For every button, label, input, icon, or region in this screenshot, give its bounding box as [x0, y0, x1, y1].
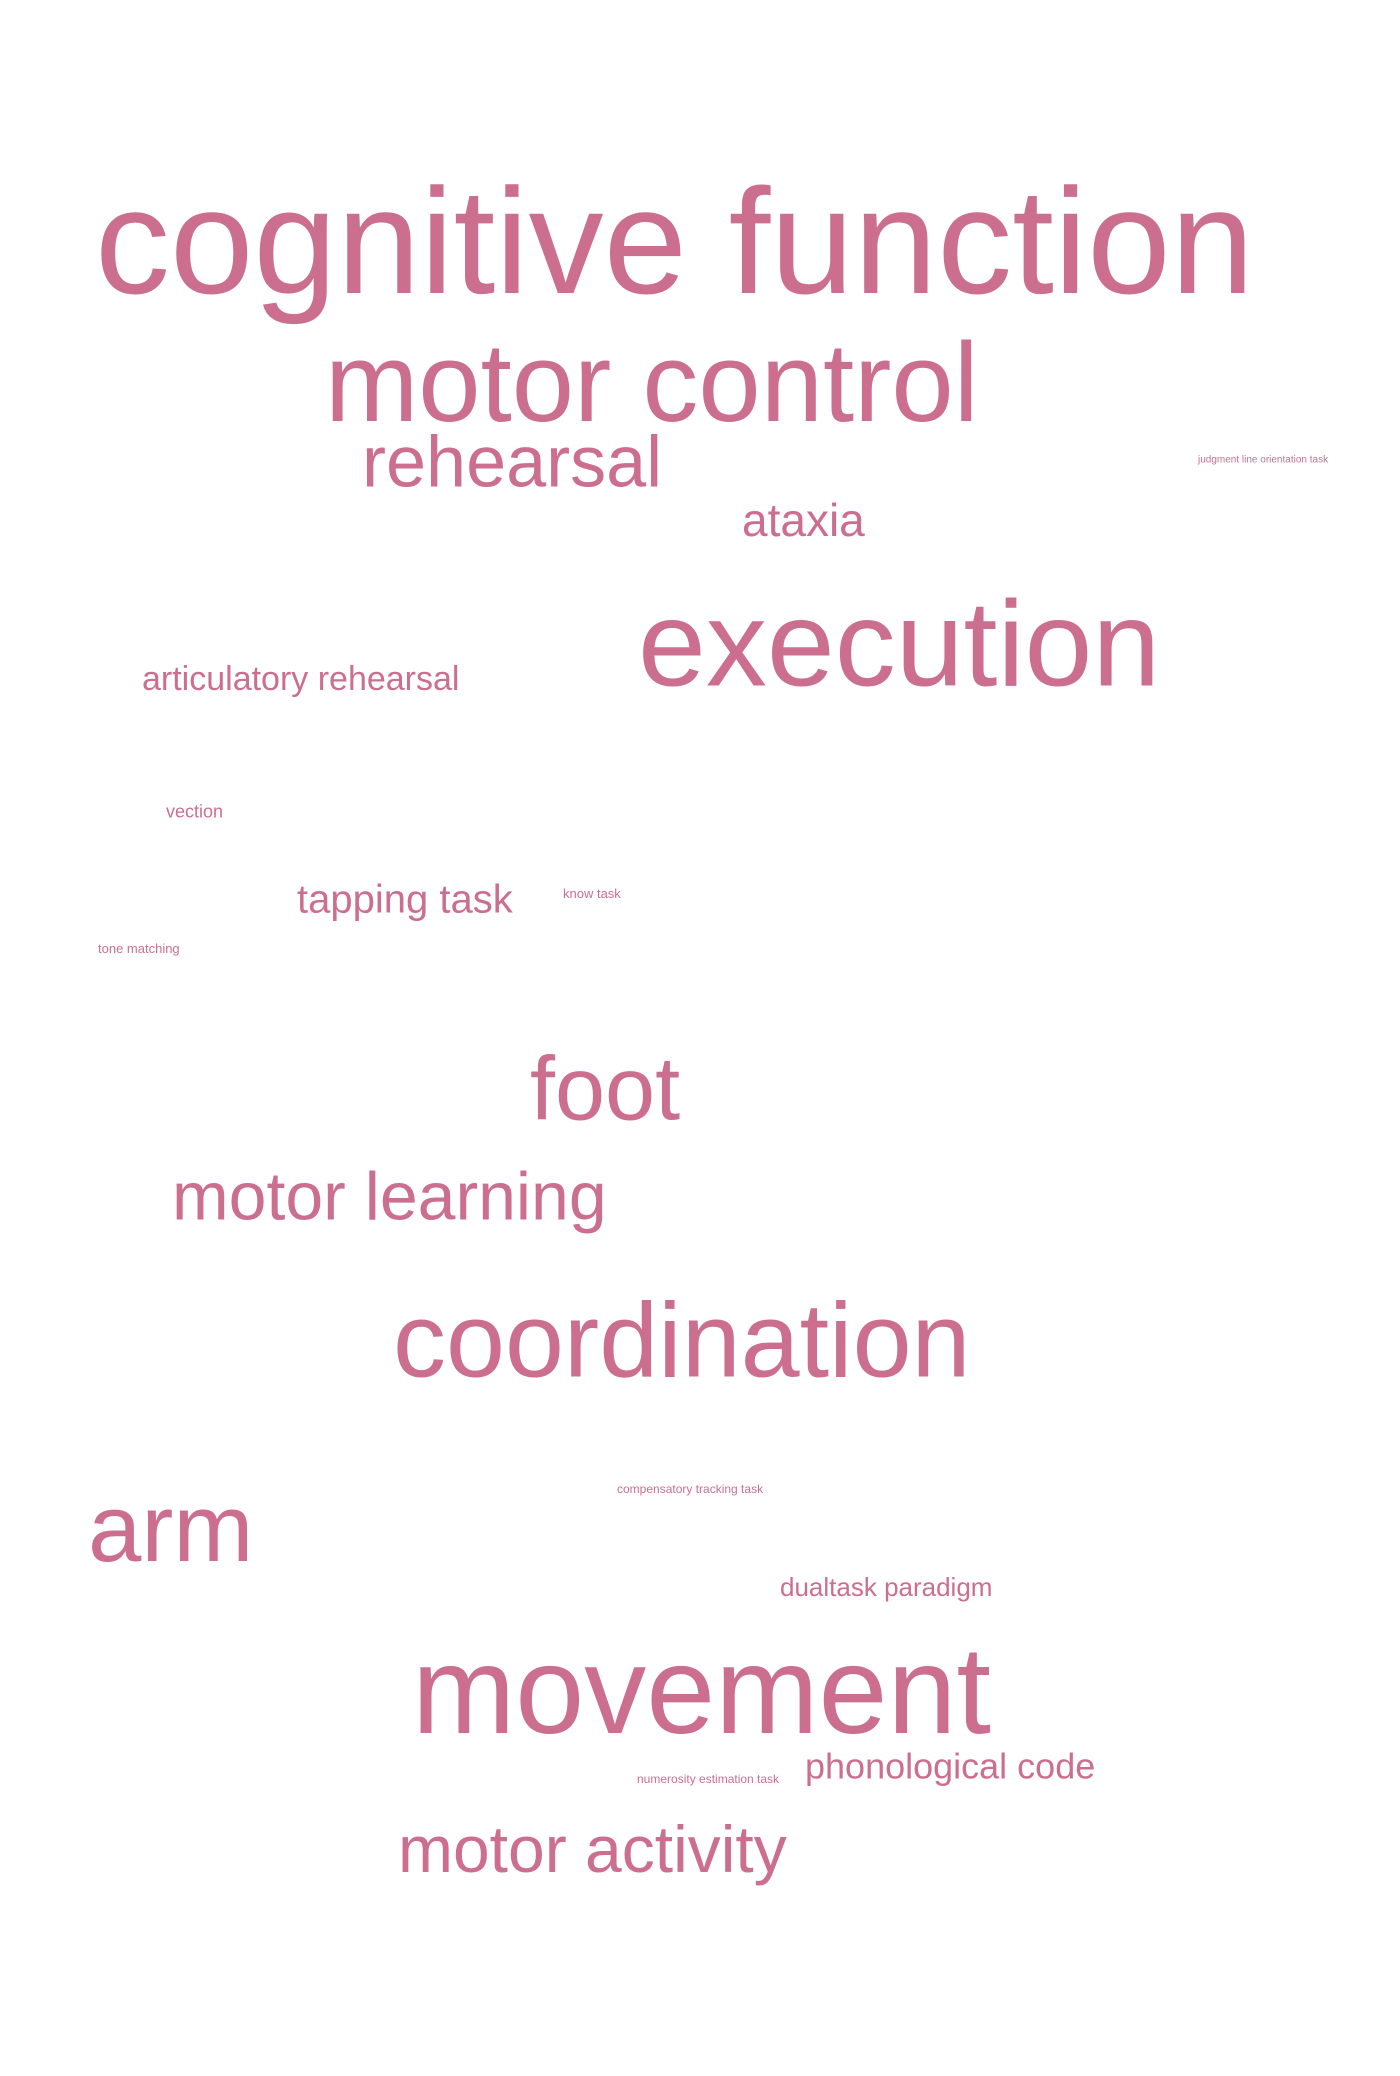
word-foot: foot: [530, 1039, 681, 1140]
word-compensatory: compensatory tracking task: [617, 1481, 764, 1496]
word-motor-learning: motor learning: [172, 1158, 607, 1235]
word-numerosity: numerosity estimation task: [637, 1771, 780, 1786]
word-ataxia: ataxia: [742, 494, 865, 547]
word-dualtask: dualtask paradigm: [780, 1572, 993, 1603]
word-movement: movement: [412, 1621, 991, 1760]
word-tapping-task: tapping task: [297, 877, 513, 922]
word-rehearsal: rehearsal: [362, 422, 663, 503]
word-motor-activity: motor activity: [398, 1811, 787, 1886]
word-cognitive-function: cognitive function: [95, 157, 1255, 325]
word-tone-matching: tone matching: [98, 941, 180, 957]
word-arm: arm: [88, 1475, 254, 1583]
word-motor-control: motor control: [325, 319, 979, 445]
word-execution: execution: [638, 575, 1161, 712]
word-know-task: know task: [563, 886, 621, 902]
word-articulatory: articulatory rehearsal: [142, 660, 460, 699]
word-phonological: phonological code: [805, 1745, 1096, 1787]
word-vection: vection: [166, 801, 224, 822]
word-line-orientation: judgment line orientation task: [1198, 454, 1329, 466]
word-coordination: coordination: [393, 1281, 971, 1400]
